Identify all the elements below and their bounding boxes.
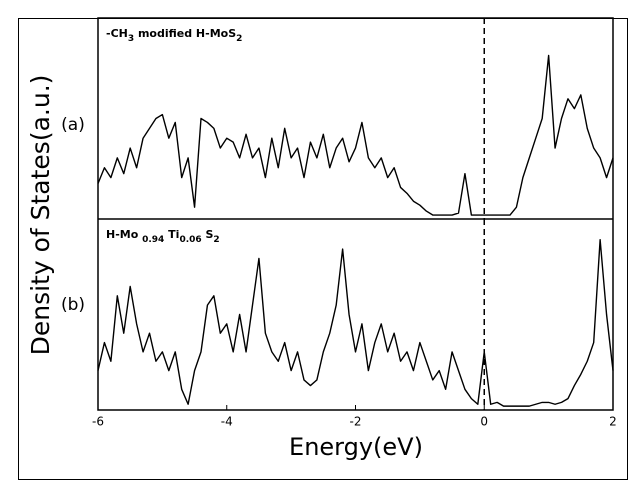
x-tick-label: -4: [221, 415, 233, 429]
x-axis-label: Energy(eV): [289, 433, 423, 461]
title-part: S: [202, 228, 214, 241]
title-part: 0.06: [179, 235, 201, 245]
panel-title: -CH3 modified H-MoS2: [106, 27, 242, 44]
title-part: -CH: [106, 27, 128, 40]
title-part: modified H-MoS: [134, 27, 236, 40]
title-part: H-Mo: [106, 228, 142, 241]
dos-line: [97, 54, 614, 216]
x-tick-label: 0: [480, 415, 488, 429]
panel-label: (a): [61, 115, 85, 135]
x-tick-label: 2: [609, 415, 617, 429]
x-tick-label: -2: [350, 415, 362, 429]
panel-title: H-Mo 0.94 Ti0.06 S2: [106, 228, 220, 245]
y-axis-label: Density of States(a.u.): [26, 75, 55, 356]
dos-line: [97, 239, 614, 407]
x-tick-label: -6: [92, 415, 104, 429]
title-part: Ti: [164, 228, 179, 241]
panel-label: (b): [61, 295, 85, 315]
title-part: 2: [213, 235, 219, 245]
title-part: 3: [128, 34, 134, 44]
title-part: 2: [236, 34, 242, 44]
title-part: 0.94: [142, 235, 164, 245]
